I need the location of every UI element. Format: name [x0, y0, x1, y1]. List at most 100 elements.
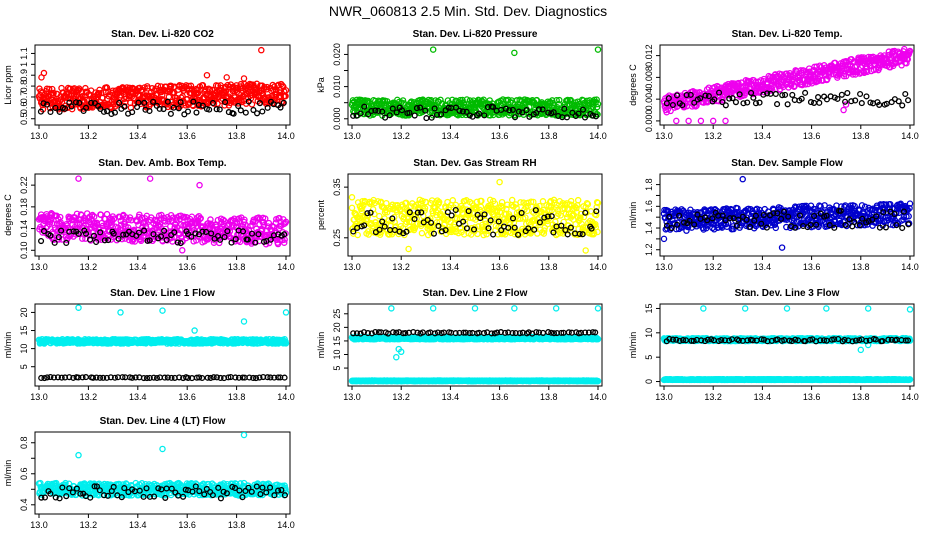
data-point [402, 199, 410, 207]
reference-point [691, 221, 698, 228]
reference-point [593, 208, 600, 215]
reference-point [414, 209, 421, 216]
data-point [772, 224, 780, 232]
reference-point [146, 107, 153, 115]
data-point [593, 103, 601, 111]
data-point [473, 198, 481, 206]
data-points [348, 46, 602, 122]
reference-point [150, 98, 157, 105]
reference-point [184, 108, 192, 115]
data-point [730, 225, 737, 233]
reference-point [739, 213, 746, 220]
reference-point [727, 215, 734, 222]
reference-point [752, 100, 760, 107]
data-point-outlier [203, 71, 211, 79]
reference-point [459, 108, 466, 115]
reference-point [167, 110, 174, 117]
reference-point [810, 99, 818, 106]
reference-point [232, 374, 239, 381]
reference-point [438, 228, 446, 235]
reference-point [899, 102, 906, 109]
y-tick-label: 0.14 [19, 220, 29, 238]
reference-point [83, 104, 90, 111]
data-point [798, 202, 806, 210]
reference-point [676, 212, 683, 219]
reference-point [376, 226, 383, 233]
reference-point [161, 227, 168, 234]
data-point [356, 217, 363, 224]
data-point-outlier [697, 117, 705, 125]
reference-point [375, 107, 382, 114]
data-point [594, 228, 601, 236]
reference-point [403, 228, 410, 235]
reference-point [156, 105, 163, 112]
data-point [527, 198, 535, 206]
data-point [858, 202, 866, 209]
reference-point [196, 374, 203, 381]
reference-point [456, 107, 463, 114]
data-point [475, 223, 482, 230]
y-axis-label: degrees C [3, 194, 13, 236]
x-tick-label: 13.6 [803, 262, 821, 272]
data-point [45, 85, 53, 93]
data-point [476, 206, 483, 214]
reference-point [111, 374, 118, 381]
reference-point [813, 221, 820, 228]
reference-point [758, 220, 765, 227]
reference-point [111, 109, 119, 116]
reference-point [891, 210, 898, 218]
data-point [50, 89, 57, 97]
reference-point [221, 233, 228, 241]
x-tick-label: 13.8 [540, 131, 558, 141]
reference-point [58, 374, 65, 381]
reference-point [379, 108, 386, 115]
reference-point [207, 374, 214, 382]
reference-point [532, 207, 539, 214]
reference-point [674, 92, 681, 99]
reference-point [466, 112, 473, 119]
reference-point [135, 229, 142, 236]
data-point-outlier [511, 49, 518, 57]
chart-panel-ambbox: Stan. Dev. Amb. Box Temp.degrees C13.0 13… [3, 158, 295, 272]
reference-point [802, 89, 809, 96]
y-tick-label: 0.6 [19, 102, 29, 115]
reference-point [239, 374, 246, 381]
reference-point [275, 231, 282, 238]
data-point [905, 213, 912, 220]
reference-point [780, 208, 788, 215]
reference-point [876, 101, 883, 108]
reference-point [687, 91, 694, 98]
reference-point [411, 112, 418, 119]
reference-point [519, 109, 526, 116]
reference-point [428, 219, 435, 226]
data-point [584, 200, 592, 208]
reference-point [851, 218, 858, 226]
reference-point [838, 91, 845, 98]
reference-point [225, 374, 232, 381]
reference-point [539, 106, 546, 113]
reference-point [146, 237, 153, 244]
data-points [35, 46, 290, 118]
data-point [365, 228, 372, 235]
plot-frame [659, 173, 915, 257]
reference-point [54, 374, 62, 381]
chart-panel-temp: Stan. Dev. Li-820 Temp.degrees C13.0 13.2… [628, 29, 919, 141]
data-point [449, 197, 457, 204]
data-point [833, 71, 840, 78]
data-point [383, 199, 390, 207]
x-tick-label: 13.2 [80, 392, 98, 402]
reference-point [364, 210, 371, 217]
reference-point [239, 228, 247, 235]
reference-point [368, 107, 375, 115]
data-point-outlier [146, 175, 154, 182]
data-point [499, 204, 506, 212]
data-point [90, 228, 97, 236]
data-point [723, 223, 731, 231]
reference-point [88, 99, 95, 106]
y-tick-label: 1.4 [644, 222, 654, 235]
data-point [348, 204, 356, 212]
data-point-outlier [75, 175, 82, 182]
